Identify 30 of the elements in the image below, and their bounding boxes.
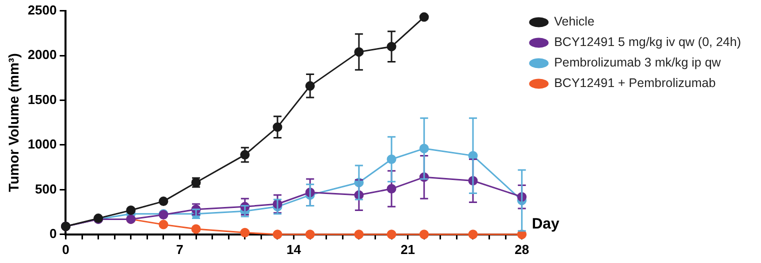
point: [191, 224, 201, 234]
y-tick-label: 500: [35, 181, 57, 196]
x-tick-label: 7: [176, 242, 184, 257]
legend-label: Vehicle: [554, 14, 594, 29]
point: [240, 228, 250, 238]
point: [419, 12, 429, 22]
x-axis-title: Day: [532, 216, 560, 233]
x-tick-label: 14: [286, 242, 302, 257]
point: [272, 230, 282, 240]
point: [354, 230, 364, 240]
x-tick-label: 21: [400, 242, 416, 257]
legend-label: Pembrolizumab 3 mk/kg ip qw: [554, 56, 722, 70]
x-tick-label: 28: [514, 242, 530, 257]
y-tick-label: 1500: [28, 92, 57, 107]
y-tick-label: 0: [49, 226, 57, 241]
point: [419, 230, 429, 240]
y-axis-title: Tumor Volume (mm³): [5, 53, 22, 192]
point: [305, 230, 315, 240]
point: [126, 206, 136, 215]
y-tick-label: 2500: [28, 2, 57, 18]
y-tick-label: 1000: [28, 136, 57, 152]
point: [468, 230, 478, 240]
y-tick-label: 2000: [28, 47, 57, 62]
x-tick-label: 0: [62, 242, 70, 257]
legend-label: BCY12491 + Pembrolizumab: [554, 76, 716, 90]
point: [158, 220, 168, 230]
point: [517, 230, 527, 240]
point: [158, 196, 168, 206]
legend-label: BCY12491 5 mg/kg iv qw (0, 24h): [554, 35, 742, 50]
point: [386, 230, 396, 240]
